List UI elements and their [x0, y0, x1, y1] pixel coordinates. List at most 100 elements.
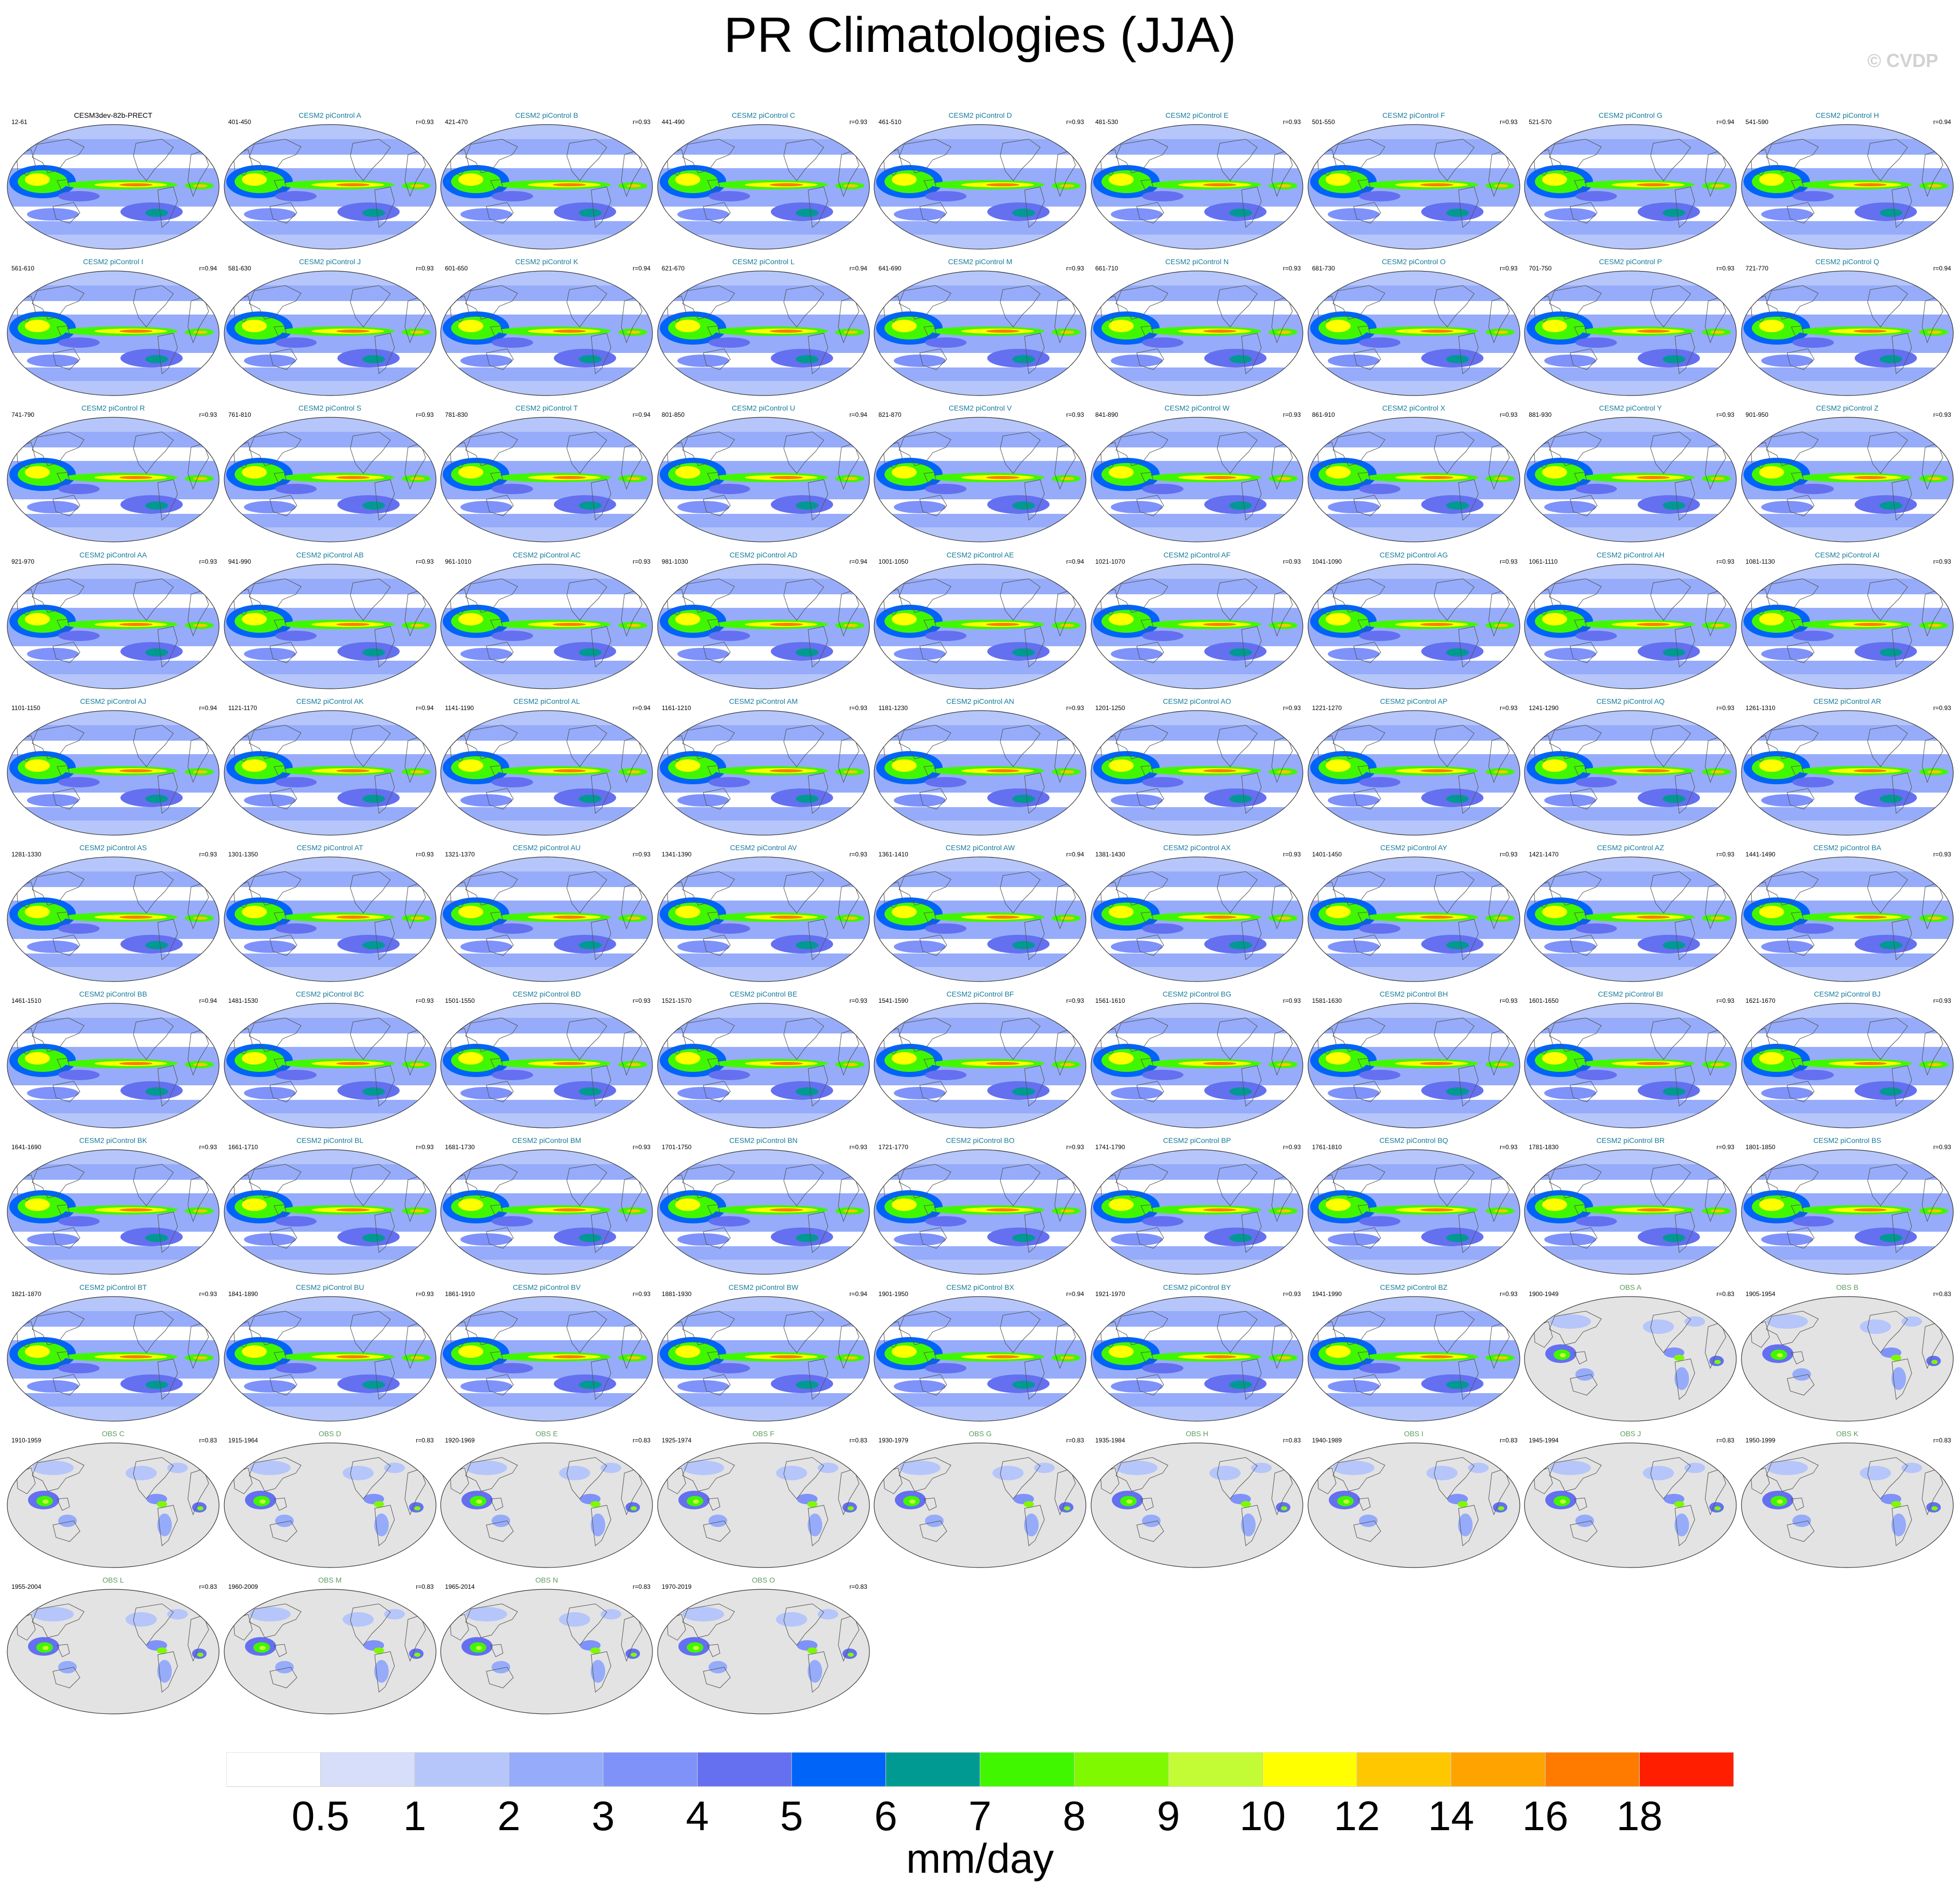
- precip-map: [1524, 1442, 1737, 1568]
- precip-map: [874, 417, 1086, 542]
- panel-correlation: r=0.94: [199, 997, 217, 1005]
- panel-years: 1101-1150: [11, 704, 40, 712]
- precip-map: [1307, 124, 1520, 250]
- precip-map: [7, 1149, 220, 1275]
- panel-title: CESM2 piControl BW: [728, 1283, 799, 1291]
- panel-title: OBS K: [1836, 1429, 1859, 1438]
- panel-years: 481-530: [1095, 118, 1119, 126]
- panel-years: 1960-2009: [228, 1583, 258, 1590]
- map-panel-cesm3dev-82b-prect: 12-61 CESM3dev-82b-PRECT: [6, 110, 220, 250]
- map-panel-cesm2-picontrol-bo: 1721-1770 CESM2 piControl BO r=0.93: [873, 1135, 1087, 1275]
- panel-years: 921-970: [11, 557, 35, 565]
- panel-correlation: r=0.93: [1066, 997, 1084, 1005]
- map-panel-obs-m: 1960-2009 OBS M r=0.83: [223, 1575, 437, 1715]
- panel-title: CESM2 piControl BF: [946, 990, 1014, 999]
- panel-title: CESM2 piControl AJ: [80, 697, 146, 705]
- panel-years: 1181-1230: [878, 704, 908, 712]
- map-panel-cesm2-picontrol-bu: 1841-1890 CESM2 piControl BU r=0.93: [223, 1282, 437, 1422]
- panel-correlation: r=0.83: [632, 1436, 651, 1444]
- map-panel-cesm2-picontrol-bt: 1821-1870 CESM2 piControl BT r=0.93: [6, 1282, 220, 1422]
- map-panel-cesm2-picontrol-l: 621-670 CESM2 piControl L r=0.94: [657, 256, 870, 397]
- precip-map: [440, 1296, 653, 1422]
- precip-map: [1307, 417, 1520, 542]
- cvdp-watermark: © CVDP: [1867, 50, 1938, 71]
- panel-title: CESM2 piControl C: [731, 111, 795, 119]
- panel-title: CESM2 piControl BC: [295, 990, 364, 999]
- panel-title: CESM2 piControl BE: [729, 990, 798, 999]
- panel-title: CESM2 piControl AM: [729, 697, 798, 705]
- panel-years: 441-490: [661, 118, 685, 126]
- precip-map: [1741, 270, 1954, 396]
- panel-correlation: r=0.93: [1933, 411, 1951, 419]
- panel-years: 1401-1450: [1312, 851, 1342, 858]
- panel-title: CESM2 piControl AW: [945, 843, 1015, 852]
- panel-years: 601-650: [445, 265, 468, 272]
- panel-title: CESM2 piControl Q: [1815, 257, 1880, 266]
- precip-map: [1741, 1442, 1954, 1568]
- precip-map: [1091, 1296, 1303, 1422]
- panel-title: CESM2 piControl AY: [1380, 843, 1448, 852]
- panel-years: 641-690: [878, 265, 902, 272]
- panel-correlation: r=0.93: [1716, 1143, 1735, 1151]
- colorbar: 0.5 1 2 3 4 5 6 7 8 9 10 12 14 16 18: [226, 1752, 1734, 1835]
- panel-years: 1861-1910: [445, 1290, 475, 1298]
- map-panel-cesm2-picontrol-bh: 1581-1630 CESM2 piControl BH r=0.93: [1307, 989, 1521, 1129]
- map-panel-cesm2-picontrol-bf: 1541-1590 CESM2 piControl BF r=0.93: [873, 989, 1087, 1129]
- panel-years: 561-610: [11, 265, 35, 272]
- panel-years: 1741-1790: [1095, 1143, 1125, 1151]
- map-panel-obs-o: 1970-2019 OBS O r=0.83: [657, 1575, 870, 1715]
- panel-correlation: r=0.93: [199, 411, 217, 419]
- map-panel-cesm2-picontrol-w: 841-890 CESM2 piControl W r=0.93: [1090, 403, 1304, 543]
- panel-years: 1381-1430: [1095, 851, 1125, 858]
- panel-title: CESM2 piControl BL: [296, 1136, 364, 1145]
- colorbar-swatch: [886, 1752, 981, 1787]
- panel-title: CESM2 piControl BI: [1598, 990, 1663, 999]
- panel-years: 861-910: [1312, 411, 1335, 419]
- map-panel-cesm2-picontrol-e: 481-530 CESM2 piControl E r=0.93: [1090, 110, 1304, 250]
- panel-correlation: r=0.94: [849, 265, 867, 272]
- colorbar-swatch: [1451, 1752, 1546, 1787]
- panel-years: 1915-1964: [228, 1436, 258, 1444]
- colorbar-swatch: [414, 1752, 509, 1787]
- panel-years: 1661-1710: [228, 1143, 258, 1151]
- panel-title: OBS H: [1186, 1429, 1208, 1438]
- panel-years: 1041-1090: [1312, 557, 1342, 565]
- panel-title: OBS L: [102, 1576, 124, 1584]
- panel-correlation: r=0.83: [1066, 1436, 1084, 1444]
- panel-years: 961-1010: [445, 557, 471, 565]
- map-panel-cesm2-picontrol-f: 501-550 CESM2 piControl F r=0.93: [1307, 110, 1521, 250]
- panel-correlation: r=0.93: [1500, 1290, 1518, 1298]
- precip-map: [7, 563, 220, 689]
- page-title: PR Climatologies (JJA): [724, 7, 1236, 63]
- map-panel-cesm2-picontrol-u: 801-850 CESM2 piControl U r=0.94: [657, 403, 870, 543]
- panel-correlation: r=0.94: [1066, 557, 1084, 565]
- panel-years: 1301-1350: [228, 851, 258, 858]
- panel-title: CESM2 piControl BH: [1379, 990, 1448, 999]
- panel-years: 1581-1630: [1312, 997, 1342, 1005]
- precip-map: [1741, 710, 1954, 836]
- panel-title: OBS M: [318, 1576, 342, 1584]
- precip-map: [874, 1296, 1086, 1422]
- panel-title: CESM2 piControl Y: [1599, 404, 1662, 413]
- colorbar-tick-label: 18: [1616, 1793, 1663, 1835]
- panel-correlation: r=0.93: [1933, 557, 1951, 565]
- panel-years: 1970-2019: [661, 1583, 692, 1590]
- colorbar-graphic: 0.5 1 2 3 4 5 6 7 8 9 10 12 14 16 18: [226, 1752, 1734, 1835]
- map-panel-obs-h: 1935-1984 OBS H r=0.83: [1090, 1428, 1304, 1569]
- panel-correlation: r=0.93: [416, 265, 434, 272]
- precip-map: [657, 1589, 870, 1714]
- precip-map: [1741, 856, 1954, 982]
- panel-correlation: r=0.83: [199, 1583, 217, 1590]
- map-panel-cesm2-picontrol-t: 781-830 CESM2 piControl T r=0.94: [440, 403, 654, 543]
- panel-title: CESM2 piControl BM: [512, 1136, 581, 1145]
- map-panel-cesm2-picontrol-ao: 1201-1250 CESM2 piControl AO r=0.93: [1090, 696, 1304, 836]
- precip-map: [223, 1442, 437, 1568]
- panel-correlation: r=0.93: [416, 411, 434, 419]
- precip-map: [1307, 1003, 1520, 1128]
- panel-years: 1481-1530: [228, 997, 258, 1005]
- panel-title: CESM2 piControl H: [1815, 111, 1879, 119]
- panel-correlation: r=0.93: [1500, 997, 1518, 1005]
- precip-map: [223, 1589, 437, 1714]
- panel-correlation: r=0.93: [1066, 1143, 1084, 1151]
- precip-map: [1091, 1003, 1303, 1128]
